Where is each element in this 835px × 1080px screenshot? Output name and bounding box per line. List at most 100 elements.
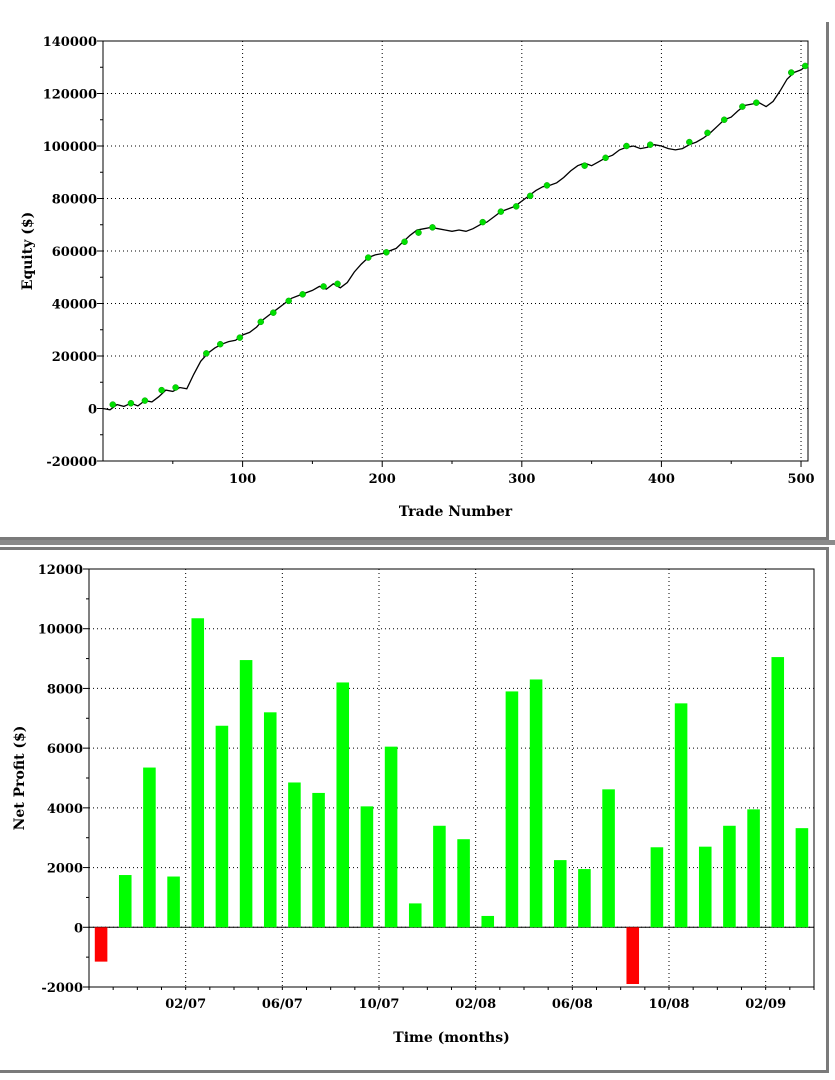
equity-high-marker: [623, 142, 630, 150]
profit-bar: [408, 903, 422, 928]
y-tick-label: 12000: [38, 563, 83, 578]
equity-high-marker: [415, 229, 422, 236]
profit-bar: [239, 660, 253, 928]
y-tick-label: -2000: [41, 981, 83, 996]
equity-high-marker: [270, 309, 277, 316]
equity-high-marker: [285, 297, 292, 305]
equity-high-marker: [127, 400, 135, 407]
profit-bar: [360, 806, 374, 928]
equity-high-marker: [364, 254, 372, 261]
equity-high-marker: [236, 334, 244, 341]
equity-high-marker: [479, 218, 486, 226]
equity-high-marker: [203, 350, 210, 357]
y-tick-label: 4000: [47, 802, 83, 817]
y-tick-label: 140000: [43, 35, 97, 50]
y-tick-label: 20000: [52, 350, 97, 365]
profit-bar: [215, 725, 229, 928]
equity-curve-panel: -20000 0 20000 40000 60000 80000 100000 120000 1…: [0, 22, 829, 540]
profit-bar: [602, 789, 615, 928]
equity-high-marker: [383, 249, 390, 256]
loss-bar: [94, 927, 108, 962]
x-tick-label: 300: [508, 472, 535, 487]
equity-high-marker: [334, 280, 341, 288]
profit-bar: [650, 847, 664, 928]
equity-high-marker: [581, 162, 588, 169]
x-tick-label: 10/07: [359, 997, 400, 1012]
x-tick-label: 200: [369, 472, 396, 487]
x-tick-label: 06/08: [552, 997, 593, 1012]
equity-high-marker: [172, 384, 179, 391]
loss-bar: [626, 927, 640, 985]
equity-high-marker: [720, 116, 728, 123]
equity-high-marker: [787, 69, 795, 76]
y-axis-title: Net Profit ($): [12, 726, 28, 831]
equity-high-marker: [753, 99, 760, 106]
profit-bar: [143, 767, 156, 928]
y-tick-label: 100000: [43, 140, 97, 155]
profit-bar: [505, 691, 519, 928]
equity-high-marker: [158, 386, 165, 394]
x-axis-title: Time (months): [393, 1030, 509, 1046]
equity-high-marker: [109, 401, 117, 408]
equity-high-marker: [217, 340, 224, 348]
profit-bar: [433, 825, 446, 928]
equity-high-marker: [801, 62, 809, 70]
y-tick-label: 40000: [52, 298, 97, 313]
equity-high-marker: [543, 182, 551, 189]
equity-high-marker: [320, 283, 327, 290]
y-tick-label: 8000: [47, 682, 83, 697]
x-tick-label: 10/08: [649, 997, 690, 1012]
x-tick-label: 400: [648, 472, 675, 487]
equity-high-marker: [686, 138, 693, 146]
profit-bar: [457, 839, 470, 928]
profit-bar: [674, 703, 688, 928]
profit-bar: [723, 825, 736, 928]
x-tick-label: 06/07: [262, 997, 303, 1012]
y-tick-label: 2000: [47, 862, 83, 877]
y-tick-label: -20000: [46, 455, 97, 470]
profit-bar: [336, 682, 350, 928]
monthly-profit-panel: -2000 0 2000 4000 6000 8000 10000 12000 02/07 06/…: [0, 547, 829, 1073]
profit-bar: [312, 792, 325, 928]
equity-high-marker: [141, 397, 149, 404]
x-tick-label: 500: [787, 472, 814, 487]
equity-high-marker: [299, 291, 306, 298]
profit-bar: [481, 915, 495, 928]
y-tick-label: 6000: [47, 742, 83, 757]
equity-high-marker: [704, 129, 711, 137]
profit-bar: [553, 860, 567, 928]
profit-bar: [384, 746, 398, 928]
equity-high-marker: [646, 141, 654, 148]
y-tick-label: 0: [88, 403, 97, 418]
equity-high-marker: [512, 203, 520, 210]
equity-curve-chart: -20000 0 20000 40000 60000 80000 100000 120000 1…: [20, 35, 815, 520]
monthly-profit-chart: -2000 0 2000 4000 6000 8000 10000 12000 02/07 06/…: [12, 563, 815, 1046]
equity-high-marker: [257, 318, 265, 326]
equity-high-marker: [401, 238, 408, 246]
panel-separator: [0, 540, 835, 545]
equity-high-marker: [602, 154, 609, 162]
x-tick-label: 02/08: [455, 997, 496, 1012]
y-tick-label: 0: [74, 921, 83, 936]
profit-bar: [118, 875, 132, 928]
profit-bar: [771, 657, 785, 928]
equity-high-marker: [526, 192, 534, 200]
profit-bar: [747, 809, 760, 928]
x-tick-label: 02/09: [745, 997, 786, 1012]
x-tick-label: 100: [229, 472, 256, 487]
x-tick-label: 02/07: [165, 997, 206, 1012]
profit-bar: [529, 679, 543, 928]
y-tick-label: 80000: [52, 193, 97, 208]
y-axis-title: Equity ($): [20, 212, 36, 290]
profit-bar: [167, 876, 180, 928]
profit-bar: [288, 782, 301, 928]
profit-bar: [263, 712, 277, 928]
profit-bar: [578, 869, 591, 928]
x-axis-title: Trade Number: [399, 504, 513, 520]
profit-bar: [698, 846, 712, 928]
equity-high-marker: [739, 103, 746, 110]
profit-bar: [795, 828, 809, 928]
equity-high-marker: [429, 224, 436, 231]
y-tick-label: 10000: [38, 623, 83, 638]
equity-high-marker: [497, 208, 505, 215]
